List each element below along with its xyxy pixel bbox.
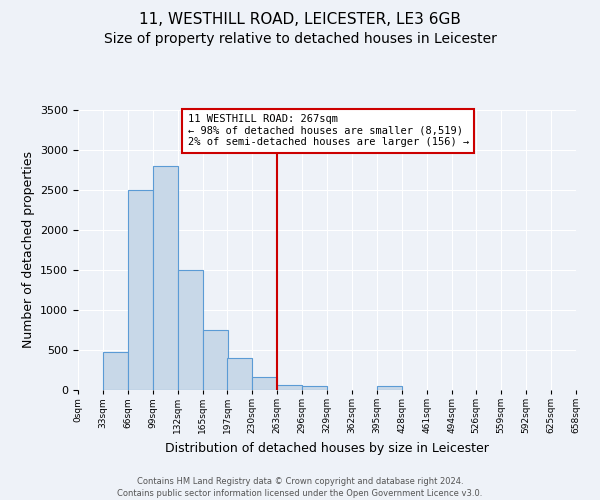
- Bar: [153, 166, 178, 390]
- Text: 11 WESTHILL ROAD: 267sqm
← 98% of detached houses are smaller (8,519)
2% of semi: 11 WESTHILL ROAD: 267sqm ← 98% of detach…: [188, 114, 469, 148]
- Bar: [103, 352, 128, 390]
- Bar: [277, 385, 302, 390]
- X-axis label: Distribution of detached houses by size in Leicester: Distribution of detached houses by size …: [165, 442, 489, 454]
- Bar: [302, 386, 327, 390]
- Text: Size of property relative to detached houses in Leicester: Size of property relative to detached ho…: [104, 32, 496, 46]
- Text: Contains HM Land Registry data © Crown copyright and database right 2024.: Contains HM Land Registry data © Crown c…: [137, 477, 463, 486]
- Text: 11, WESTHILL ROAD, LEICESTER, LE3 6GB: 11, WESTHILL ROAD, LEICESTER, LE3 6GB: [139, 12, 461, 28]
- Bar: [203, 330, 227, 390]
- Bar: [252, 377, 277, 390]
- Bar: [178, 270, 203, 390]
- Text: Contains public sector information licensed under the Open Government Licence v3: Contains public sector information licen…: [118, 488, 482, 498]
- Bar: [227, 358, 252, 390]
- Y-axis label: Number of detached properties: Number of detached properties: [22, 152, 35, 348]
- Bar: [377, 386, 402, 390]
- Bar: [128, 190, 153, 390]
